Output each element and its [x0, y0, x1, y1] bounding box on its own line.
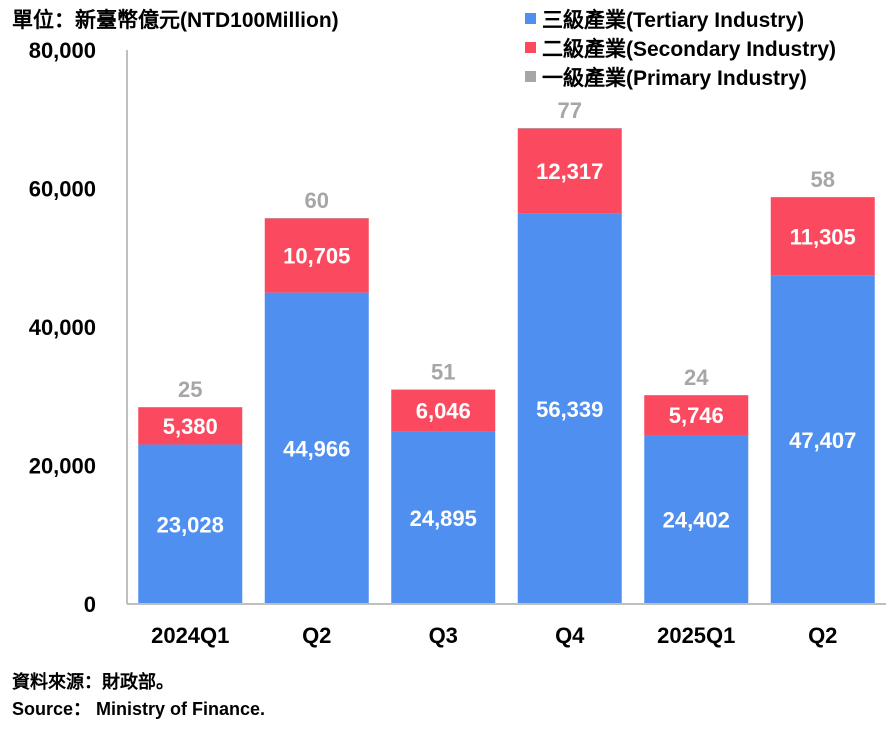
data-label-secondary: 6,046 [416, 399, 471, 424]
legend-label-primary: 一級產業(Primary Industry) [542, 66, 807, 90]
x-tick-label: 2025Q1 [657, 623, 735, 648]
legend-item-tertiary: 三級產業(Tertiary Industry) [525, 4, 836, 33]
bars: 23,028 5,380 25 44,966 10,705 60 24,895 6,046 51… [138, 98, 875, 605]
bar-segment-primary [644, 395, 749, 396]
source-zh: 資料來源：財政部。 [12, 672, 174, 692]
bar-segment-secondary [264, 218, 369, 293]
x-tick-label: Q3 [429, 623, 458, 648]
legend-label-tertiary: 三級產業(Tertiary Industry) [542, 8, 805, 32]
bar-segment-primary [517, 128, 622, 129]
source-note: 資料來源：財政部。 Source： Ministry of Finance. [12, 669, 265, 723]
data-label-tertiary: 44,966 [283, 436, 350, 461]
x-axis: 2024Q1 Q2 Q3 Q4 2025Q1 Q2 [127, 603, 886, 648]
legend: 三級產業(Tertiary Industry) 二級產業(Secondary I… [525, 4, 836, 91]
x-tick-label: 2024Q1 [151, 623, 229, 648]
data-label-tertiary: 24,402 [663, 508, 730, 533]
x-tick-label: Q2 [302, 623, 331, 648]
legend-swatch-secondary [525, 42, 536, 53]
bar-segment-tertiary [770, 275, 875, 604]
legend-swatch-primary [525, 71, 536, 82]
legend-swatch-tertiary [525, 13, 536, 24]
data-label-primary: 25 [178, 377, 202, 402]
unit-label: 單位：新臺幣億元(NTD100Million) [12, 9, 339, 32]
bar-segment-secondary [138, 407, 243, 445]
y-tick-label: 0 [84, 592, 96, 617]
data-label-secondary: 11,305 [790, 225, 856, 250]
data-label-primary: 60 [305, 188, 329, 213]
legend-item-primary: 一級產業(Primary Industry) [525, 62, 836, 91]
data-label-tertiary: 56,339 [536, 397, 603, 422]
data-label-secondary: 5,746 [669, 403, 724, 428]
y-tick-label: 40,000 [29, 315, 96, 340]
source-en: Source： Ministry of Finance. [12, 699, 266, 719]
bar-segment-tertiary [264, 292, 369, 604]
bar-segment-secondary [391, 389, 496, 432]
bar-segment-primary [264, 218, 369, 219]
y-tick-label: 60,000 [29, 177, 96, 202]
legend-item-secondary: 二級產業(Secondary Industry) [525, 33, 836, 62]
y-tick-label: 80,000 [29, 38, 96, 63]
bar-segment-secondary [644, 395, 749, 436]
data-label-primary: 24 [684, 365, 709, 390]
bar-segment-tertiary [391, 431, 496, 604]
data-label-secondary: 10,705 [283, 244, 350, 269]
x-tick-label: Q4 [555, 623, 585, 648]
bar-segment-secondary [517, 128, 622, 214]
bar-segment-primary [138, 407, 243, 408]
legend-label-secondary: 二級產業(Secondary Industry) [542, 37, 837, 61]
data-label-primary: 77 [558, 98, 582, 123]
bar-segment-tertiary [138, 444, 243, 604]
y-axis: 0 20,000 40,000 60,000 80,000 [29, 38, 128, 617]
data-label-tertiary: 24,895 [410, 506, 477, 531]
data-label-secondary: 5,380 [163, 414, 218, 439]
bar-segment-tertiary [517, 213, 622, 605]
data-label-secondary: 12,317 [536, 159, 603, 184]
data-label-tertiary: 47,407 [789, 428, 856, 453]
data-label-primary: 51 [431, 359, 455, 384]
x-tick-label: Q2 [808, 623, 837, 648]
y-tick-label: 20,000 [29, 454, 96, 479]
bar-segment-secondary [770, 197, 875, 276]
bar-segment-tertiary [644, 435, 749, 604]
bar-segment-primary [770, 197, 875, 198]
data-label-primary: 58 [811, 167, 835, 192]
data-label-tertiary: 23,028 [157, 512, 224, 537]
bar-segment-primary [391, 389, 496, 390]
